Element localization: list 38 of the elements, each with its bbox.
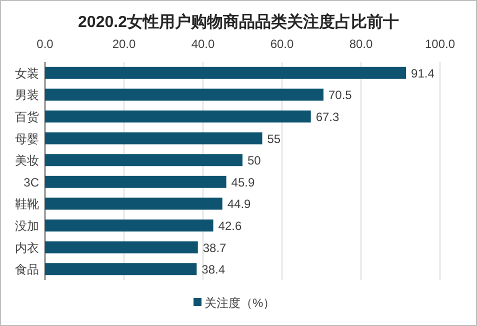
bar bbox=[45, 88, 324, 101]
bar bbox=[45, 176, 226, 188]
x-tick-label: 0.0 bbox=[36, 37, 54, 51]
chart-title: 2020.2女性用户购物商品品类关注度占比前十 bbox=[78, 12, 399, 31]
bar bbox=[45, 154, 242, 166]
bar bbox=[45, 198, 222, 210]
data-label: 42.6 bbox=[218, 219, 242, 233]
x-tick-label: 40.0 bbox=[191, 37, 215, 51]
bar bbox=[45, 220, 214, 232]
bar bbox=[45, 241, 198, 254]
y-tick-label: 没加 bbox=[15, 219, 39, 233]
data-label: 44.9 bbox=[227, 197, 252, 212]
y-tick-label: 百货 bbox=[15, 110, 39, 124]
data-label: 67.3 bbox=[316, 110, 340, 124]
y-tick-label: 食品 bbox=[15, 262, 39, 277]
y-tick-label: 3C bbox=[24, 175, 40, 190]
bar bbox=[45, 110, 311, 122]
data-label: 38.7 bbox=[202, 240, 227, 255]
y-tick-label: 女装 bbox=[15, 66, 39, 80]
bar bbox=[45, 132, 262, 144]
y-tick-label: 鞋靴 bbox=[15, 197, 39, 212]
data-label: 55 bbox=[267, 132, 281, 146]
data-label: 91.4 bbox=[411, 66, 435, 80]
bar bbox=[45, 263, 197, 276]
y-tick-label: 母婴 bbox=[15, 132, 39, 146]
y-tick-label: 美妆 bbox=[15, 154, 39, 168]
y-tick-label: 男装 bbox=[15, 88, 39, 102]
x-tick-label: 60.0 bbox=[270, 37, 294, 51]
x-tick-label: 80.0 bbox=[349, 37, 373, 51]
x-tick-label: 20.0 bbox=[112, 37, 136, 51]
data-label: 50 bbox=[248, 154, 262, 168]
data-label: 45.9 bbox=[231, 175, 255, 190]
y-tick-label: 内衣 bbox=[15, 240, 39, 255]
data-label: 70.5 bbox=[328, 88, 352, 102]
x-tick-label: 100.0 bbox=[424, 37, 456, 51]
legend-label: 关注度（%） bbox=[204, 296, 276, 310]
data-label: 38.4 bbox=[202, 262, 226, 277]
bar bbox=[45, 66, 406, 79]
